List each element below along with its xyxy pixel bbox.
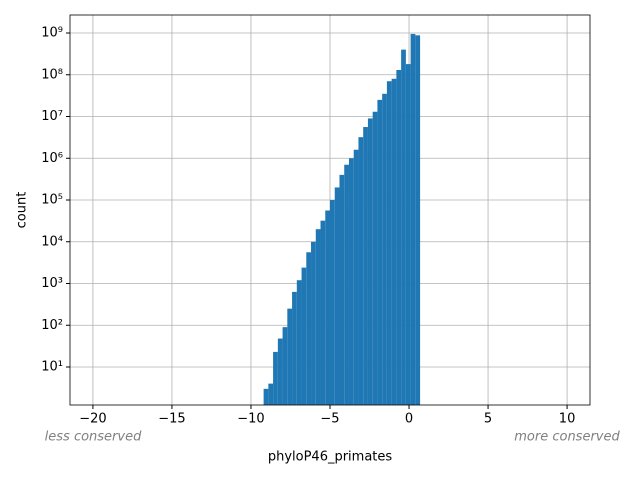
bar xyxy=(311,241,316,405)
bar xyxy=(282,327,288,405)
bar xyxy=(372,111,378,405)
y-tick-label: 10² xyxy=(41,318,63,333)
x-tick-label: 10 xyxy=(559,412,576,427)
bar xyxy=(401,49,406,405)
bar xyxy=(386,81,392,406)
bar xyxy=(391,78,397,405)
x-tick-label: 5 xyxy=(484,412,492,427)
bar xyxy=(415,35,421,406)
annotation: less conserved xyxy=(45,430,142,445)
bar xyxy=(292,291,297,405)
x-axis-label: phyloP46_primates xyxy=(268,450,393,465)
bar xyxy=(344,164,349,405)
x-tick-label: −20 xyxy=(79,412,106,427)
bar xyxy=(306,252,312,405)
bar xyxy=(325,210,330,405)
y-tick-label: 10⁸ xyxy=(41,67,63,82)
bar xyxy=(358,137,364,405)
bar xyxy=(396,70,402,406)
bar xyxy=(339,174,345,405)
y-tick-label: 10⁷ xyxy=(41,109,63,124)
y-axis-label: count xyxy=(15,192,30,229)
bar xyxy=(377,99,383,405)
y-tick-label: 10⁹ xyxy=(41,26,63,41)
y-tick-label: 10¹ xyxy=(41,360,63,375)
bar xyxy=(273,351,278,405)
bar xyxy=(405,64,411,405)
x-tick-label: −10 xyxy=(237,412,264,427)
bar xyxy=(334,187,340,405)
annotation: more conserved xyxy=(514,430,620,445)
y-tick-label: 10³ xyxy=(41,276,63,291)
plot-frame xyxy=(69,14,591,406)
bar xyxy=(330,200,335,405)
bar xyxy=(363,127,368,406)
y-tick-label: 10⁶ xyxy=(41,151,63,166)
bar xyxy=(296,280,302,405)
bar xyxy=(301,267,307,405)
bar xyxy=(263,388,269,405)
y-tick-label: 10⁵ xyxy=(41,193,63,208)
bar xyxy=(268,383,274,405)
bar xyxy=(353,149,359,405)
x-tick-label: −15 xyxy=(158,412,185,427)
x-tick-label: 0 xyxy=(405,412,413,427)
bar xyxy=(287,308,293,405)
bar xyxy=(382,93,387,406)
bar xyxy=(410,33,416,406)
bar xyxy=(367,118,373,406)
bar xyxy=(315,229,321,405)
bar xyxy=(320,220,326,405)
y-tick-label: 10⁴ xyxy=(41,234,63,249)
x-tick-label: −5 xyxy=(320,412,339,427)
bar xyxy=(277,338,283,405)
bar xyxy=(348,158,354,405)
